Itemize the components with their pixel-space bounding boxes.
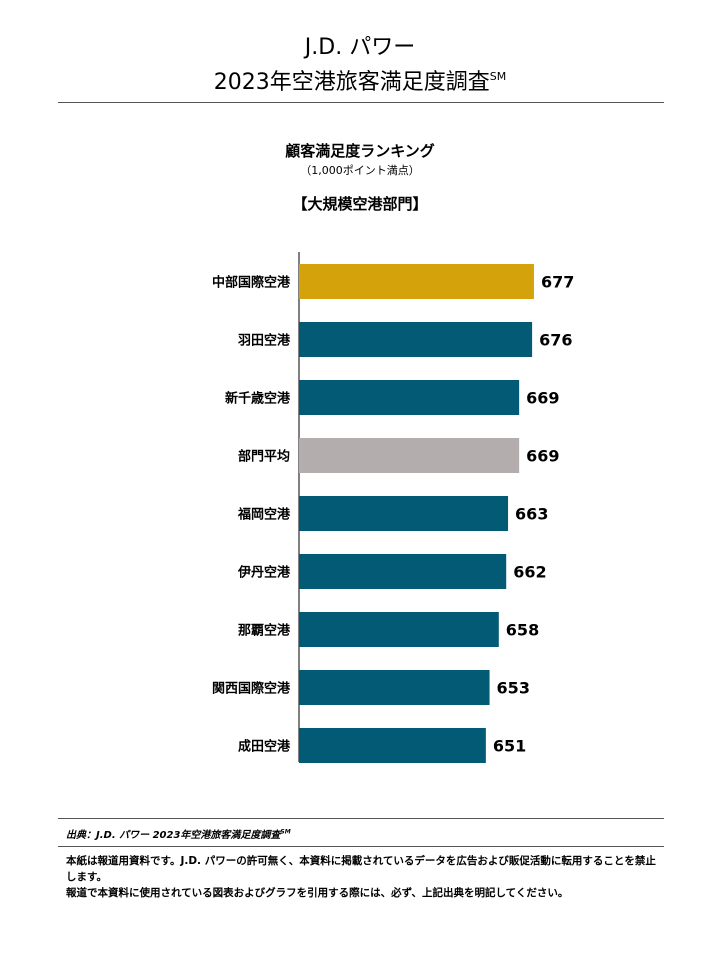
category-label: 福岡空港 xyxy=(237,507,291,523)
category-label: 中部国際空港 xyxy=(212,275,291,291)
value-label: 677 xyxy=(541,273,574,292)
category-label: 那覇空港 xyxy=(238,623,291,639)
value-label: 653 xyxy=(497,679,530,698)
category-label: 羽田空港 xyxy=(238,333,291,349)
value-label: 676 xyxy=(539,331,572,350)
page-header: J.D. パワー 2023年空港旅客満足度調査SM xyxy=(0,34,720,98)
category-label: 成田空港 xyxy=(238,739,291,755)
chart-unit: （1,000ポイント満点） xyxy=(300,164,420,177)
category-label: 伊丹空港 xyxy=(237,565,291,581)
bar xyxy=(299,612,499,647)
survey-title: 2023年空港旅客満足度調査SM xyxy=(0,62,720,98)
bar xyxy=(299,496,509,531)
source-service-mark: SM xyxy=(280,828,291,836)
value-label: 662 xyxy=(513,563,546,582)
usage-notice: 本紙は報道用資料です。J.D. パワーの許可無く、本資料に掲載されているデータを… xyxy=(66,853,666,901)
bar xyxy=(299,670,490,705)
footer-divider-bottom xyxy=(58,846,664,847)
category-label: 部門平均 xyxy=(238,449,290,465)
bar xyxy=(299,438,520,473)
value-label: 669 xyxy=(526,389,559,408)
value-label: 663 xyxy=(515,505,548,524)
usage-notice-2: 報道で本資料に使用されている図表およびグラフを引用する際には、必ず、上記出典を明… xyxy=(66,887,569,899)
value-label: 669 xyxy=(526,447,559,466)
bar xyxy=(299,380,520,415)
value-label: 651 xyxy=(493,737,526,756)
brand-title: J.D. パワー xyxy=(304,35,416,60)
chart-title: 顧客満足度ランキング xyxy=(285,142,435,160)
bar xyxy=(299,322,533,357)
bar xyxy=(299,554,507,589)
survey-title-text: 2023年空港旅客満足度調査 xyxy=(213,70,490,95)
value-label: 658 xyxy=(506,621,539,640)
chart-category: 【大規模空港部門】 xyxy=(292,195,428,213)
source-credit: 出典：J.D. パワー 2023年空港旅客満足度調査SM xyxy=(66,826,291,841)
footer-divider-top xyxy=(58,818,664,819)
bar xyxy=(299,264,534,299)
header-divider xyxy=(58,102,664,103)
category-label: 関西国際空港 xyxy=(212,681,291,697)
bar-chart: 中部国際空港 677 羽田空港 676 新千歳空港 669 部門平均 669 福岡空港 663 伊丹… xyxy=(212,252,574,763)
category-label: 新千歳空港 xyxy=(225,391,291,407)
service-mark: SM xyxy=(489,70,507,83)
usage-notice-1: 本紙は報道用資料です。J.D. パワーの許可無く、本資料に掲載されているデータを… xyxy=(66,855,656,883)
source-text: 出典：J.D. パワー 2023年空港旅客満足度調査 xyxy=(66,830,281,841)
bar xyxy=(299,728,486,763)
